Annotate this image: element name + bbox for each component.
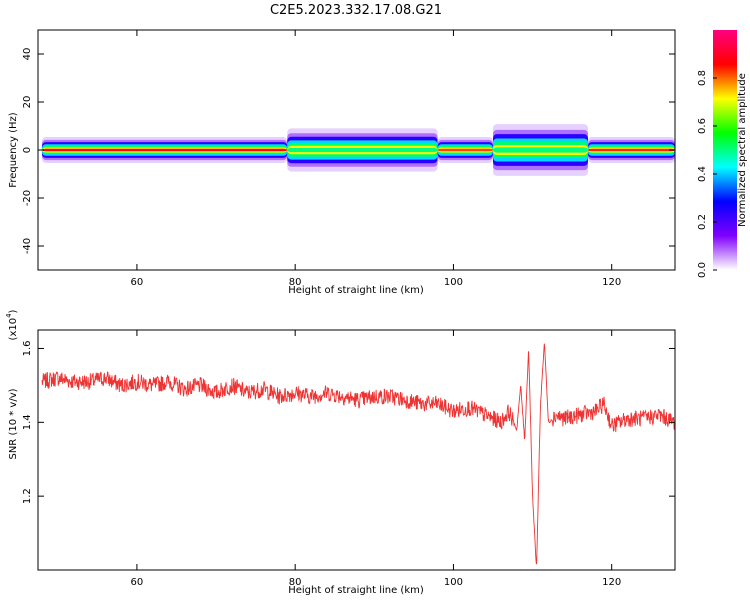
spectrogram-xtick-label-60: 60 <box>131 277 144 288</box>
spectrogram-ytick-label-40: 40 <box>22 48 33 61</box>
snr-panel: 60 80 100 120 1.2 1.4 1.6 Height of straight l… <box>5 309 676 596</box>
snr-frame <box>37 329 676 571</box>
colorbar-tick-label-0: 0.0 <box>697 262 708 278</box>
spectrogram-ytick-label-20: 20 <box>22 96 33 109</box>
colorbar: 0.0 0.2 0.4 0.6 0.8 Normalized spectral ampl… <box>697 30 748 278</box>
colorbar-scale <box>713 30 737 270</box>
snr-ytick-label-1.2: 1.2 <box>22 488 33 504</box>
spectrogram-ylabel: Frequency (Hz) <box>8 112 19 188</box>
snr-yscale-text: (x10 <box>8 318 19 341</box>
snr-xtick-label-120: 120 <box>602 577 621 588</box>
spectrogram-ytick-label--20: -20 <box>22 190 33 206</box>
colorbar-tick-label-1: 0.2 <box>697 214 708 230</box>
spectrogram-ticks: 60 80 100 120 -40 -20 0 20 40 <box>22 30 675 288</box>
spectrogram-xlabel: Height of straight line (km) <box>288 285 424 296</box>
spectrogram-xtick-label-120: 120 <box>602 277 621 288</box>
colorbar-tick-label-2: 0.4 <box>697 166 708 182</box>
spectrogram-panel: 60 80 100 120 -40 -20 0 20 40 Height of straight… <box>8 29 676 296</box>
snr-ytick-label-1.4: 1.4 <box>22 414 33 430</box>
colorbar-ticks: 0.0 0.2 0.4 0.6 0.8 <box>697 70 717 278</box>
snr-ylabel: SNR (10 * v/v) <box>8 388 19 459</box>
spectrogram-ytick-label-0: 0 <box>22 147 33 153</box>
snr-ytick-label-1.6: 1.6 <box>22 341 33 357</box>
snr-xlabel: Height of straight line (km) <box>288 585 424 596</box>
snr-xtick-label-100: 100 <box>444 577 463 588</box>
spectrogram-xtick-label-100: 100 <box>444 277 463 288</box>
spectrogram-band-4-layer-6 <box>587 148 675 152</box>
figure-title: C2E5.2023.332.17.08.G21 <box>270 3 442 18</box>
snr-yscale-exponent: 4 <box>5 313 13 318</box>
spectrogram-band-2-layer-6 <box>437 148 493 152</box>
spectrogram-band-3-layer-6 <box>493 147 588 153</box>
snr-yscale-label: (x104) <box>5 309 19 340</box>
spectrogram-ytick-label--40: -40 <box>22 238 33 254</box>
snr-series-line <box>41 343 675 565</box>
colorbar-label: Normalized spectral amplitude <box>737 73 748 227</box>
colorbar-tick-label-3: 0.6 <box>697 118 708 134</box>
spectrogram-heatmap <box>41 124 675 176</box>
spectrogram-band-0-layer-6 <box>41 148 288 152</box>
snr-xtick-label-60: 60 <box>131 577 144 588</box>
snr-ticks: 60 80 100 120 1.2 1.4 1.6 <box>22 330 675 588</box>
spectrogram-xtick-label-80: 80 <box>289 277 302 288</box>
spectrogram-band-1-layer-6 <box>287 147 438 153</box>
colorbar-tick-label-4: 0.8 <box>697 70 708 86</box>
snr-xtick-label-80: 80 <box>289 577 302 588</box>
